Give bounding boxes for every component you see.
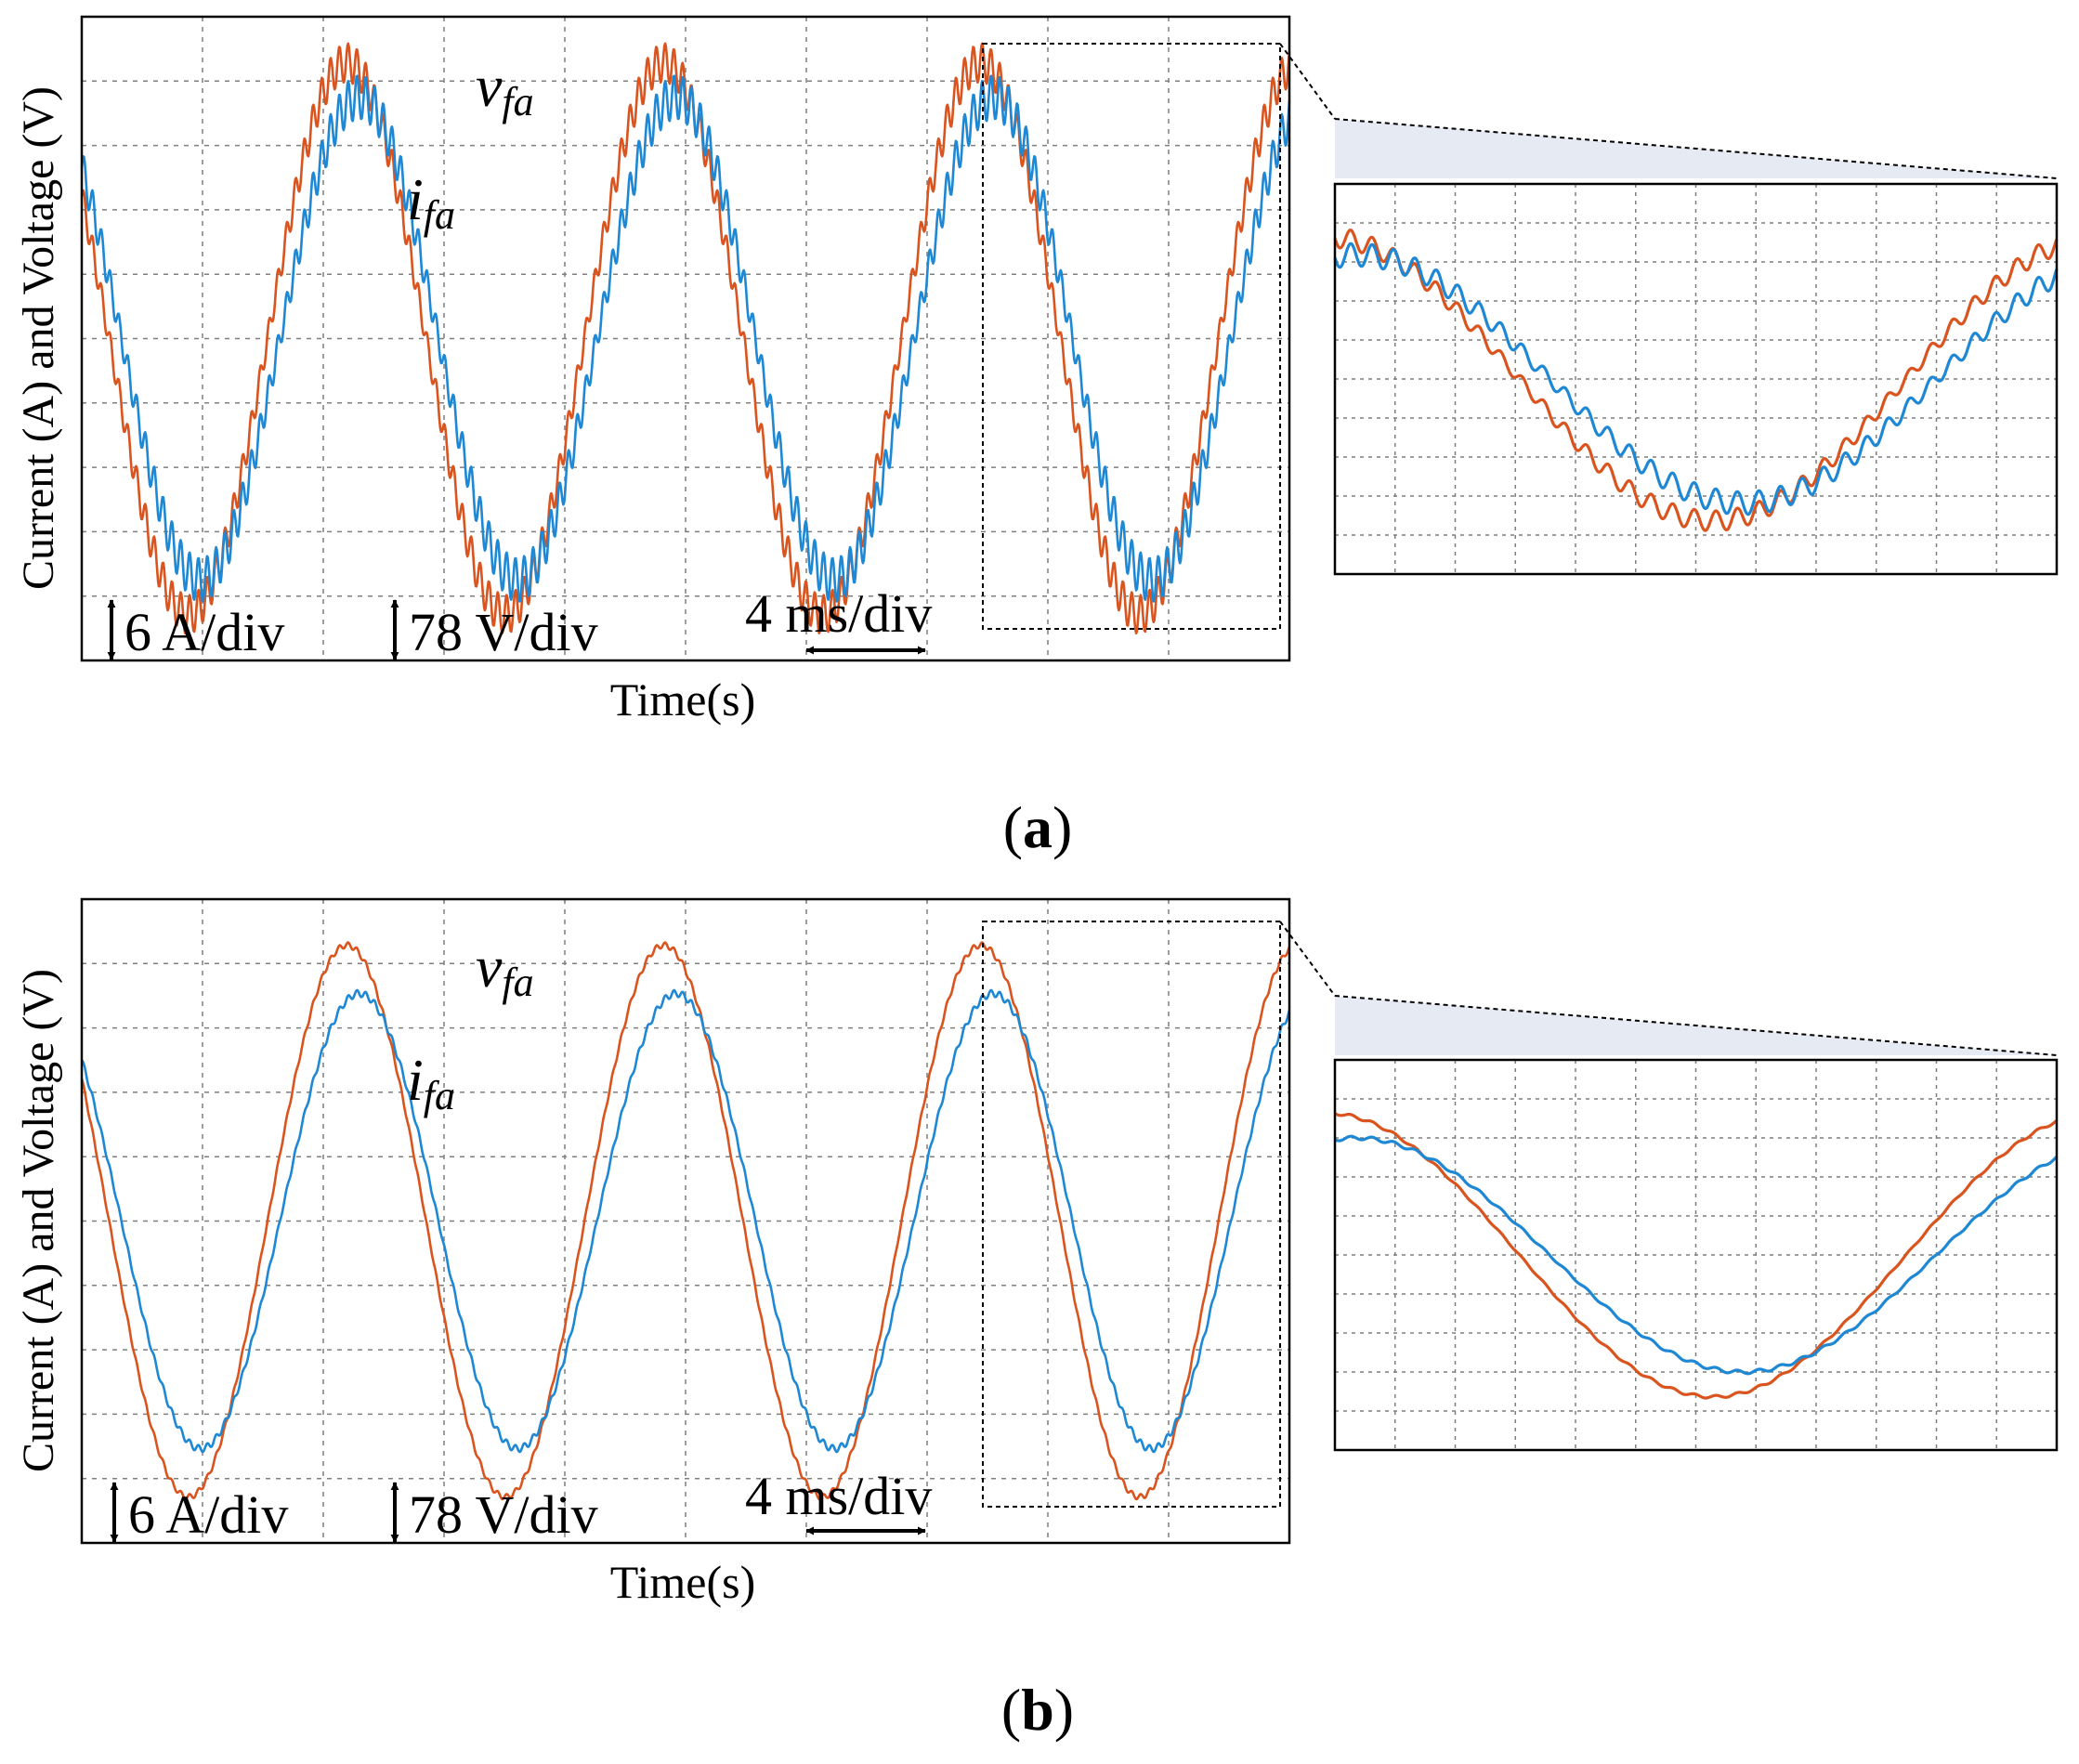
plot-frame [80,15,1291,662]
zoom-current-trace [1333,1134,2059,1376]
current-label-base: i [407,166,424,232]
zoom-window-box [982,921,1281,1508]
current-line [80,74,1291,603]
voltage-label-base: v [476,934,503,1000]
current-scale-label: 6 A/div [128,1484,288,1545]
zoom-voltage-trace [1333,229,2059,532]
voltage-label-sub: fa [502,960,533,1005]
zoom-connector-top [1334,995,2058,1056]
zoom-voltage-line [1333,229,2059,532]
voltage-label-sub: fa [502,79,533,124]
zoom-connector-top [1334,118,2058,179]
panel-letter-a: a [1023,794,1053,860]
zoom-voltage-line [1333,1112,2059,1400]
zoom-window-box [982,43,1281,630]
zoom-connector-left [1279,43,1336,120]
voltage-trace [80,941,1291,1501]
zoom-voltage-trace [1333,1112,2059,1400]
current-trace [80,74,1291,603]
current-trace [80,988,1291,1454]
zoom-frame [1333,182,2059,576]
y-axis-label: Current (A) and Voltage (V) [14,969,63,1472]
zoom-current-line [1333,242,2059,516]
zoom-connector-left [1279,921,1336,997]
current-line [80,988,1291,1454]
panel-label-b: (b) [1001,1677,1074,1743]
current-label-sub: fa [424,192,455,238]
voltage-series-label: vfa [476,53,534,124]
current-scale-label: 6 A/div [124,602,284,662]
zoom-frame [1333,1058,2059,1452]
grid [82,899,1289,1543]
current-label-sub: fa [424,1073,455,1118]
x-axis-label: Time(s) [610,673,756,725]
current-series-label: ifa [407,166,455,238]
zoom-current-line [1333,1134,2059,1376]
panel-a: Current (A) and Voltage (V) Time(s) vfa … [14,15,2059,860]
time-scale-label: 4 ms/div [745,583,932,644]
panel-b: Current (A) and Voltage (V) Time(s) vfa … [14,897,2059,1743]
voltage-series-label: vfa [476,934,534,1005]
panel-label-a: (a) [1003,794,1073,860]
plot-frame [80,897,1291,1545]
voltage-label-base: v [476,53,503,119]
panel-letter-b: b [1021,1677,1054,1743]
zoom-grid [1335,1060,2057,1450]
x-axis-label: Time(s) [610,1556,756,1608]
time-scale-label: 4 ms/div [745,1466,932,1526]
zoom-current-trace [1333,242,2059,516]
y-axis-label: Current (A) and Voltage (V) [14,86,63,590]
zoom-grid [1335,184,2057,574]
voltage-scale-label: 78 V/div [409,602,598,662]
voltage-scale-label: 78 V/div [409,1484,598,1545]
voltage-line [80,941,1291,1501]
current-label-base: i [407,1047,424,1113]
current-series-label: ifa [407,1047,455,1118]
